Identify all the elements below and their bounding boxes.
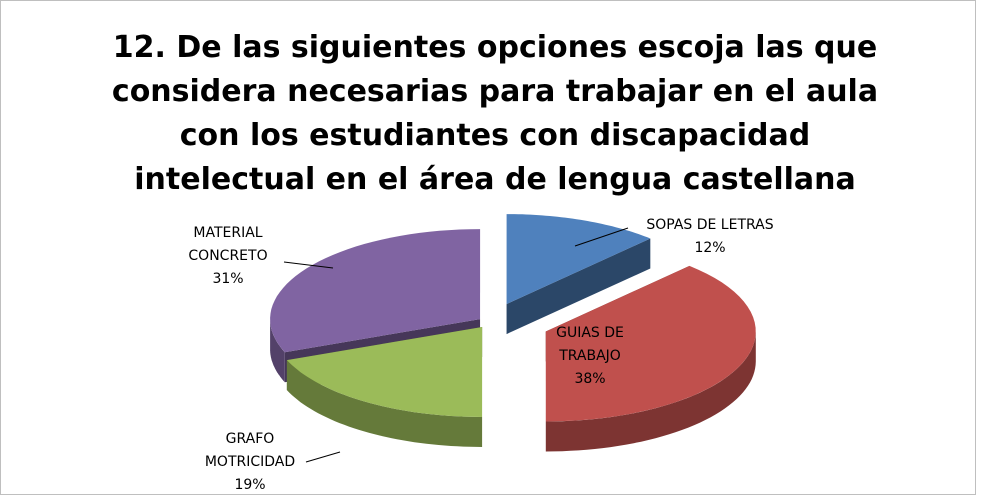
slice-label: GUIAS DE TRABAJO 38%: [545, 322, 635, 391]
slice-side: [270, 319, 285, 383]
category-label: GUIAS DE TRABAJO: [556, 325, 624, 364]
value-label: 38%: [574, 371, 606, 387]
slice: [286, 326, 483, 447]
chart-title: 12. De las siguientes opciones escoja la…: [111, 30, 879, 197]
leader-line: [283, 261, 334, 269]
slice: [506, 214, 651, 335]
leader-line: [574, 227, 629, 247]
slice-label: GRAFO MOTRICIDAD 19%: [180, 428, 320, 497]
leader-line: [305, 451, 341, 463]
category-label: MATERIAL CONCRETO: [188, 225, 268, 264]
slice: [545, 265, 756, 452]
category-label: GRAFO MOTRICIDAD: [204, 431, 296, 470]
value-label: 12%: [694, 240, 726, 256]
slice-top: [270, 229, 481, 353]
value-label: 19%: [234, 477, 266, 493]
slice-side: [545, 331, 756, 452]
value-label: 31%: [212, 271, 244, 287]
slice-label: MATERIAL CONCRETO 31%: [178, 222, 278, 291]
slice-top: [506, 214, 651, 305]
slice-top: [545, 265, 756, 422]
category-label: SOPAS DE LETRAS: [646, 217, 774, 233]
slice-label: SOPAS DE LETRAS 12%: [610, 214, 810, 260]
slice-side: [506, 238, 651, 335]
slice-top: [286, 326, 483, 417]
slice-side: [286, 360, 483, 447]
